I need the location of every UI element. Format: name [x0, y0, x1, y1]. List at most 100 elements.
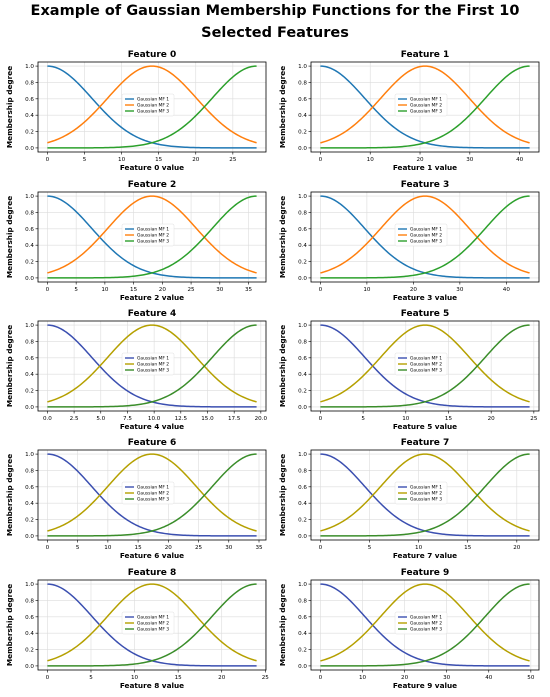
x-tick-label: 50 [527, 675, 535, 681]
x-tick-label: 10 [402, 416, 410, 422]
subplot-5: 0 5 10 15 20 25 0.0 0.2 0.4 0.6 0.8 1.0 Feature 5 Fea… [278, 309, 540, 431]
x-tick-label: 30 [443, 675, 451, 681]
x-tick-label: 25 [229, 157, 237, 163]
legend-label: Gaussian MF 1 [137, 97, 169, 103]
y-tick-label: 0.2 [298, 518, 307, 524]
legend-box [121, 223, 175, 247]
y-tick-label: 0.6 [298, 356, 307, 362]
plot-frame [37, 449, 267, 541]
y-axis-label: Membership degree [5, 196, 14, 278]
x-tick-label: 20 [218, 675, 226, 681]
y-tick-label: 0.2 [25, 260, 34, 266]
y-tick-label: 0.2 [298, 648, 307, 654]
x-tick-label: 20 [410, 287, 418, 293]
x-axis-label: Feature 9 value [393, 681, 457, 690]
y-tick-label: 0.4 [298, 243, 307, 249]
subplot-title: Feature 3 [401, 180, 450, 190]
x-tick-label: 0 [319, 157, 323, 163]
x-tick-label: 40 [485, 675, 493, 681]
y-tick-label: 0.2 [298, 260, 307, 266]
legend-label: Gaussian MF 2 [410, 233, 442, 239]
legend-box [394, 93, 448, 117]
x-tick-label: 30 [466, 157, 474, 163]
y-tick-label: 0.4 [25, 243, 34, 249]
series-line-mf3 [47, 195, 257, 279]
y-tick-label: 0.0 [298, 664, 307, 670]
x-axis-label: Feature 4 value [120, 422, 184, 431]
legend-label: Gaussian MF 1 [137, 615, 169, 621]
legend-label: Gaussian MF 1 [410, 227, 442, 233]
series-line-mf3 [320, 65, 530, 149]
y-axis-label: Membership degree [5, 454, 14, 536]
legend-label: Gaussian MF 3 [410, 368, 442, 374]
y-tick-label: 0.0 [25, 405, 34, 411]
x-axis-label: Feature 2 value [120, 293, 184, 302]
legend-label: Gaussian MF 2 [137, 362, 169, 368]
series-line-mf2 [320, 65, 530, 144]
y-tick-label: 0.4 [25, 372, 34, 378]
x-axis-label: Feature 6 value [120, 551, 184, 560]
y-tick-label: 0.2 [25, 389, 34, 395]
y-axis-label: Membership degree [278, 66, 287, 148]
x-tick-label: 20 [192, 157, 200, 163]
y-tick-label: 0.4 [298, 113, 307, 119]
subplot-title: Feature 8 [128, 568, 177, 578]
x-tick-label: 15 [464, 545, 472, 551]
y-tick-label: 0.2 [298, 389, 307, 395]
x-tick-label: 0 [46, 675, 50, 681]
series-line-mf2 [320, 453, 530, 532]
plot-frame [310, 579, 540, 671]
y-tick-label: 1.0 [298, 323, 307, 329]
legend-label: Gaussian MF 2 [410, 621, 442, 627]
x-tick-label: 10 [359, 675, 367, 681]
y-tick-label: 0.4 [25, 113, 34, 119]
x-tick-label: 2.5 [70, 416, 79, 422]
x-tick-label: 5 [361, 416, 365, 422]
legend-label: Gaussian MF 3 [137, 627, 169, 633]
subplot-title: Feature 9 [401, 568, 450, 578]
x-tick-label: 20 [488, 416, 496, 422]
y-tick-label: 0.8 [25, 210, 34, 216]
series-line-mf3 [47, 583, 257, 667]
legend-label: Gaussian MF 3 [137, 497, 169, 503]
x-tick-label: 5 [368, 545, 372, 551]
y-axis-label: Membership degree [278, 325, 287, 407]
y-tick-label: 0.8 [298, 598, 307, 604]
y-tick-label: 1.0 [25, 323, 34, 329]
y-axis-label: Membership degree [278, 584, 287, 666]
x-tick-label: 40 [503, 287, 511, 293]
subplot-7: 0 5 10 15 20 0.0 0.2 0.4 0.6 0.8 1.0 Feature 7 Featu… [278, 438, 540, 560]
x-axis-label: Feature 7 value [393, 551, 457, 560]
subplot-title: Feature 6 [128, 438, 177, 448]
y-tick-label: 0.0 [298, 276, 307, 282]
x-tick-label: 20 [165, 545, 173, 551]
series-line-mf3 [320, 195, 530, 279]
y-tick-label: 0.6 [25, 485, 34, 491]
y-tick-label: 1.0 [298, 194, 307, 200]
subplot-title: Feature 2 [128, 180, 177, 190]
legend-label: Gaussian MF 1 [410, 97, 442, 103]
legend-box [394, 223, 448, 247]
plot-frame [310, 449, 540, 541]
x-tick-label: 5 [74, 287, 78, 293]
x-tick-label: 30 [216, 287, 224, 293]
x-tick-label: 12.5 [175, 416, 188, 422]
x-tick-label: 10 [415, 545, 423, 551]
series-line-mf2 [47, 65, 257, 144]
legend-label: Gaussian MF 3 [137, 368, 169, 374]
x-tick-label: 15 [130, 287, 138, 293]
y-tick-label: 0.0 [298, 534, 307, 540]
y-tick-label: 0.2 [25, 648, 34, 654]
x-tick-label: 0 [46, 545, 50, 551]
legend-box [121, 481, 175, 505]
y-tick-label: 1.0 [298, 452, 307, 458]
x-tick-label: 25 [188, 287, 196, 293]
legend-box [394, 352, 448, 376]
y-tick-label: 0.6 [25, 615, 34, 621]
legend-label: Gaussian MF 2 [410, 362, 442, 368]
x-axis-label: Feature 8 value [120, 681, 184, 690]
